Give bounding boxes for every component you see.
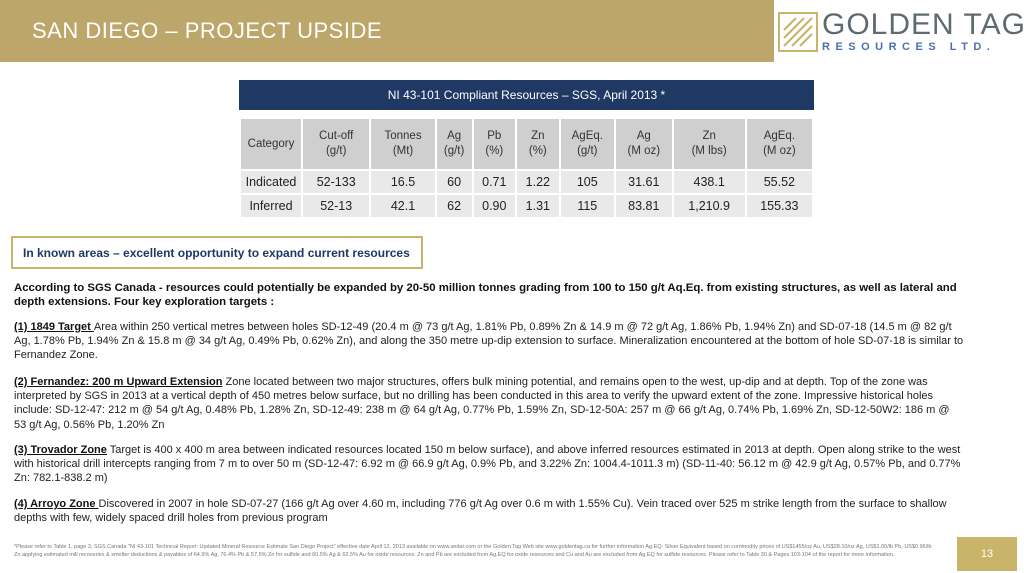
- header-cell: AgEq. (g/t): [560, 119, 614, 169]
- table-row: Indicated 52-133 16.5 60 0.71 1.22 105 3…: [241, 171, 812, 193]
- callout-box: In known areas – excellent opportunity t…: [11, 236, 423, 269]
- table-cell: 438.1: [673, 171, 745, 193]
- header-cell: Tonnes (Mt): [371, 119, 435, 169]
- target-text: Zone located between two major structure…: [14, 376, 950, 431]
- table-cell: 52-133: [303, 171, 370, 193]
- table-cell: 0.71: [473, 171, 516, 193]
- table-cell: 105: [560, 171, 614, 193]
- table-cell: 1.22: [517, 171, 559, 193]
- footnote: *Please refer to Table 1, page 3, SGS Ca…: [14, 544, 932, 558]
- target-label: (1) 1849 Target: [14, 321, 94, 333]
- table-cell: 52-13: [303, 195, 370, 217]
- header-cell: Ag (g/t): [436, 119, 472, 169]
- target-paragraph-1: (1) 1849 Target Area within 250 vertical…: [14, 320, 964, 363]
- target-label: (2) Fernandez: 200 m Upward Extension: [14, 376, 223, 388]
- logo-subtitle: RESOURCES LTD.: [822, 41, 996, 53]
- table-title: NI 43-101 Compliant Resources – SGS, Apr…: [239, 80, 814, 110]
- header-cell: AgEq. (M oz): [746, 119, 812, 169]
- table-cell: 115: [560, 195, 614, 217]
- table-cell: 1,210.9: [673, 195, 745, 217]
- table-row: Inferred 52-13 42.1 62 0.90 1.31 115 83.…: [241, 195, 812, 217]
- page-number: 13: [957, 537, 1017, 571]
- table-header-row: Category Cut-off (g/t) Tonnes (Mt) Ag (g/t)…: [241, 119, 812, 169]
- target-text: Area within 250 vertical metres between …: [14, 321, 964, 362]
- header-cell: Category: [241, 119, 301, 169]
- target-label: (4) Arroyo Zone: [14, 498, 99, 510]
- slide-title: SAN DIEGO – PROJECT UPSIDE: [32, 18, 383, 43]
- header-cell: Pb (%): [473, 119, 516, 169]
- logo-name: GOLDEN TAG: [822, 8, 1024, 41]
- table-cell: 1.31: [517, 195, 559, 217]
- target-label: (3) Trovador Zone: [14, 444, 107, 456]
- table-cell: 0.90: [473, 195, 516, 217]
- callout-text: In known areas – excellent opportunity t…: [23, 245, 410, 260]
- table-cell: Inferred: [241, 195, 301, 217]
- company-logo: GOLDEN TAG RESOURCES LTD.: [778, 8, 1024, 58]
- golden-tag-logo-mark-icon: [778, 12, 818, 52]
- header-cell: Zn (%): [517, 119, 559, 169]
- title-bar: SAN DIEGO – PROJECT UPSIDE: [0, 0, 774, 62]
- resources-table: Category Cut-off (g/t) Tonnes (Mt) Ag (g/t)…: [239, 117, 814, 219]
- table-cell: 42.1: [371, 195, 435, 217]
- target-paragraph-4: (4) Arroyo Zone Discovered in 2007 in ho…: [14, 497, 964, 525]
- table-cell: Indicated: [241, 171, 301, 193]
- lead-paragraph: According to SGS Canada - resources coul…: [14, 282, 957, 308]
- table-cell: 60: [436, 171, 472, 193]
- target-paragraph-2: (2) Fernandez: 200 m Upward Extension Zo…: [14, 375, 964, 432]
- target-text: Discovered in 2007 in hole SD-07-27 (166…: [14, 498, 947, 525]
- header-cell: Zn (M lbs): [673, 119, 745, 169]
- table-cell: 31.61: [616, 171, 672, 193]
- table-cell: 62: [436, 195, 472, 217]
- header-cell: Ag (M oz): [616, 119, 672, 169]
- table-cell: 16.5: [371, 171, 435, 193]
- table-cell: 83.81: [616, 195, 672, 217]
- table-cell: 155.33: [746, 195, 812, 217]
- target-text: Target is 400 x 400 m area between indic…: [14, 444, 961, 485]
- target-paragraph-3: (3) Trovador Zone Target is 400 x 400 m …: [14, 443, 964, 486]
- header-cell: Cut-off (g/t): [303, 119, 370, 169]
- table-cell: 55.52: [746, 171, 812, 193]
